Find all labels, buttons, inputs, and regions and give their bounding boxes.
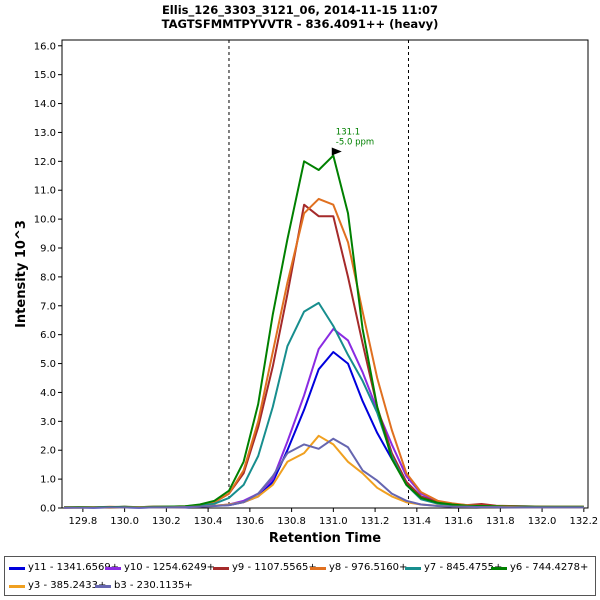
x-tick-label: 131.0 [319,516,348,527]
peak-marker-icon [331,147,342,156]
legend-swatch [310,567,326,570]
x-tick-label: 130.8 [277,516,306,527]
chart-legend: y11 - 1341.6569+ y10 - 1254.6249+ y9 - 110… [4,556,596,596]
legend-label: y8 - 976.5160+ [329,562,408,573]
legend-swatch [405,567,421,570]
y-tick-label: 2.0 [40,446,56,457]
x-tick-label: 132.0 [528,516,557,527]
y-tick-label: 8.0 [40,272,56,283]
y-tick-label: 12.0 [34,157,56,168]
series-line [64,437,584,509]
x-tick-label: 129.8 [69,516,98,527]
y-tick-label: 15.0 [34,70,56,81]
legend-label: y7 - 845.4755+ [424,562,503,573]
y-tick-label: 10.0 [34,215,56,226]
x-tick-label: 131.6 [444,516,473,527]
legend-swatch [491,567,507,570]
y-tick-label: 14.0 [34,99,56,110]
chromatogram-chart: 0.0 1.0 2.0 3.0 4.0 5.0 6.0 7.0 8.0 9.0 10.0 11.0 12… [14,39,599,546]
y-tick-label: 16.0 [34,41,56,52]
legend-label: y9 - 1107.5565+ [232,562,317,573]
x-tick-label: 131.8 [486,516,515,527]
y-tick-label: 4.0 [40,388,56,399]
legend-swatch [213,567,229,570]
legend-label: y10 - 1254.6249+ [124,562,216,573]
chart-subtitle: TAGTSFMMTPYVVTR - 836.4091++ (heavy) [161,17,439,31]
y-tick-label: 6.0 [40,330,56,341]
x-tick-label: 131.4 [403,516,432,527]
legend-swatch [105,567,121,570]
legend-label: y6 - 744.4278+ [510,562,589,573]
x-axis-label: Retention Time [269,531,381,546]
y-tick-label: 3.0 [40,417,56,428]
x-tick-label: 130.0 [110,516,139,527]
annotation-ppm: -5.0 ppm [336,138,374,148]
x-tick-label: 130.6 [236,516,265,527]
legend-label: y3 - 385.2433+ [28,580,107,591]
legend-swatch [9,567,25,570]
y-tick-label: 7.0 [40,301,56,312]
x-tick-label: 130.2 [152,516,181,527]
y-tick-label: 0.0 [40,504,56,515]
y-tick-label: 5.0 [40,359,56,370]
annotation-rt: 131.1 [336,128,360,138]
legend-swatch [9,585,25,588]
legend-label: b3 - 230.1135+ [114,580,193,591]
plot-area [61,39,589,509]
y-tick-label: 9.0 [40,244,56,255]
x-tick-label: 132.2 [570,516,599,527]
legend-label: y11 - 1341.6569+ [28,562,120,573]
chart-title: Ellis_126_3303_3121_06, 2014-11-15 11:07 [161,3,439,17]
y-tick-label: 11.0 [34,186,56,197]
y-axis-label: Intensity 10^3 [14,220,29,328]
y-tick-label: 13.0 [34,128,56,139]
x-tick-label: 131.2 [361,516,390,527]
y-tick-label: 1.0 [40,475,56,486]
legend-swatch [95,585,111,588]
x-tick-label: 130.4 [194,516,223,527]
